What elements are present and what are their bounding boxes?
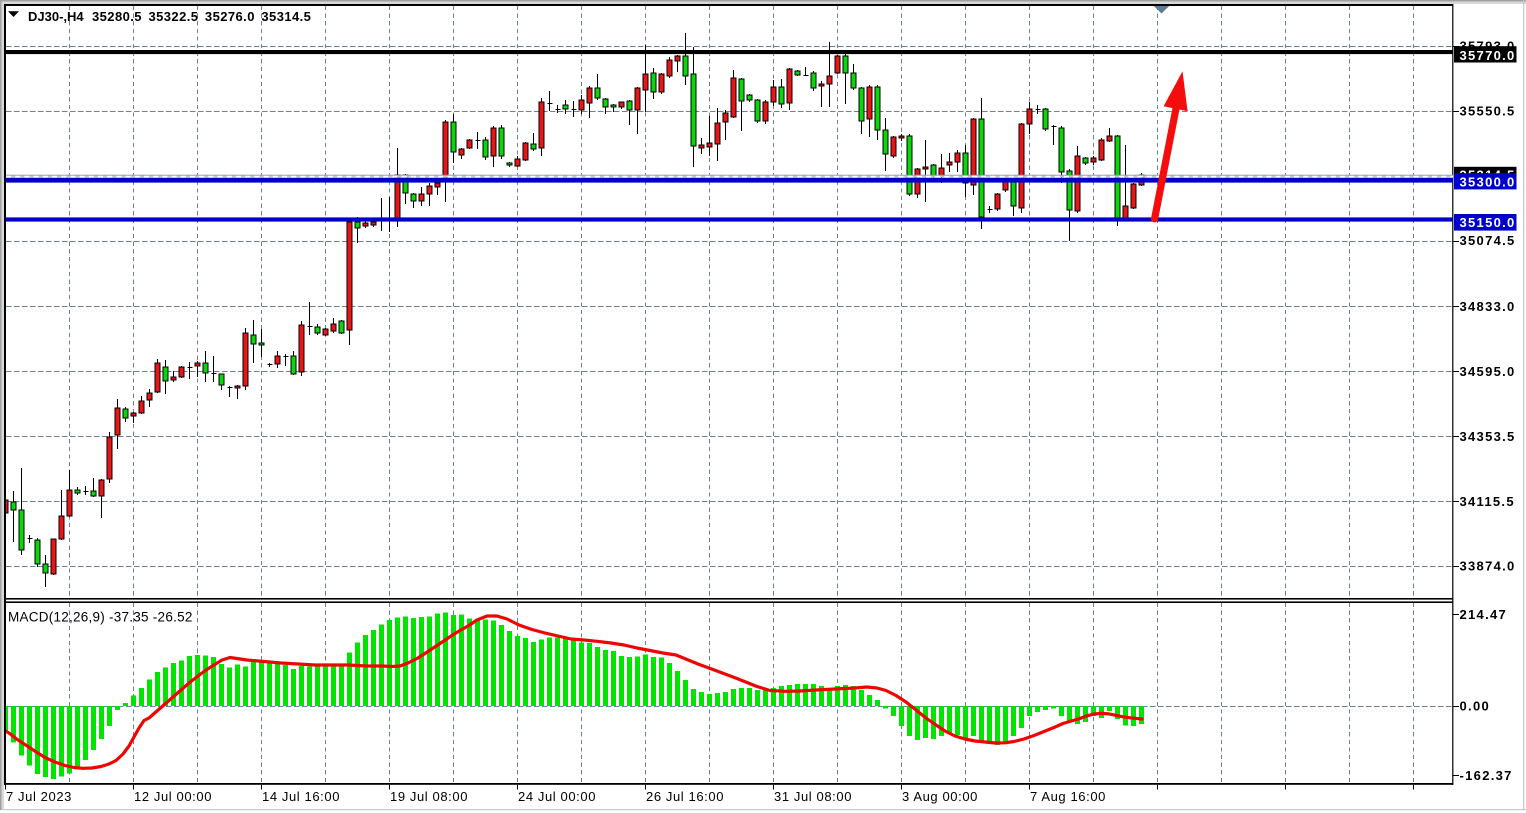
svg-text:14 Jul 16:00: 14 Jul 16:00	[262, 789, 340, 804]
svg-text:35300.0: 35300.0	[1460, 174, 1516, 189]
svg-text:33874.0: 33874.0	[1460, 559, 1516, 574]
svg-text:12 Jul 00:00: 12 Jul 00:00	[134, 789, 212, 804]
svg-text:MACD(12,26,9) -37.35 -26.52: MACD(12,26,9) -37.35 -26.52	[8, 610, 193, 625]
svg-text:3 Aug 00:00: 3 Aug 00:00	[902, 789, 978, 804]
svg-text:35280.5 35322.5 35276.0 35314.: 35280.5 35322.5 35276.0 35314.5	[92, 9, 311, 24]
svg-text:214.47: 214.47	[1460, 607, 1508, 622]
svg-text:0.00: 0.00	[1460, 699, 1491, 714]
svg-text:26 Jul 16:00: 26 Jul 16:00	[646, 789, 724, 804]
svg-text:31 Jul 08:00: 31 Jul 08:00	[774, 789, 852, 804]
svg-text:DJ30-,H4: DJ30-,H4	[28, 9, 84, 24]
svg-text:7 Jul 2023: 7 Jul 2023	[6, 789, 72, 804]
svg-text:19 Jul 08:00: 19 Jul 08:00	[390, 789, 468, 804]
svg-text:34115.5: 34115.5	[1460, 494, 1515, 509]
svg-text:7 Aug 16:00: 7 Aug 16:00	[1030, 789, 1106, 804]
svg-text:35770.0: 35770.0	[1460, 48, 1516, 63]
svg-text:34595.0: 34595.0	[1460, 364, 1516, 379]
svg-text:35150.0: 35150.0	[1460, 215, 1516, 230]
svg-text:35074.5: 35074.5	[1460, 233, 1516, 248]
svg-text:34833.0: 34833.0	[1460, 299, 1516, 314]
svg-text:24 Jul 00:00: 24 Jul 00:00	[518, 789, 596, 804]
svg-text:-162.37: -162.37	[1460, 768, 1513, 783]
svg-text:34353.5: 34353.5	[1460, 429, 1516, 444]
svg-text:35550.5: 35550.5	[1460, 104, 1516, 119]
